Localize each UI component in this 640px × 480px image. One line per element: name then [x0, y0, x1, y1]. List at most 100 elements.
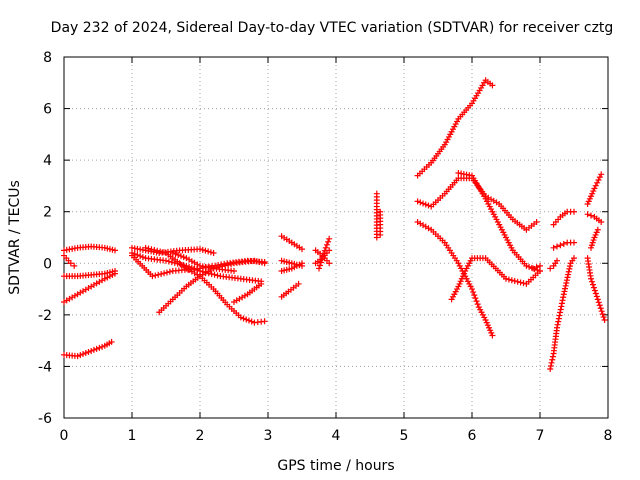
x-tick-label: 7 [536, 428, 545, 444]
data-point [93, 345, 100, 352]
data-point [74, 353, 81, 360]
data-point [321, 247, 328, 254]
data-point [177, 253, 184, 260]
data-point [90, 346, 97, 353]
data-point [420, 200, 427, 207]
data-point [67, 260, 74, 267]
y-tick-label: -4 [38, 359, 52, 375]
data-point [560, 240, 567, 247]
data-point [197, 246, 203, 253]
data-point [112, 247, 118, 254]
data-point [245, 317, 252, 324]
data-point [565, 271, 572, 278]
data-point [148, 246, 155, 253]
y-tick-label: 2 [43, 205, 52, 221]
y-tick-label: -2 [38, 308, 52, 324]
data-point [139, 254, 146, 261]
data-point [562, 285, 569, 292]
data-track [373, 190, 380, 241]
data-point [557, 242, 564, 249]
data-point [550, 244, 557, 251]
data-point [295, 280, 302, 287]
data-point [505, 276, 512, 283]
data-point [571, 208, 577, 215]
x-tick-label: 8 [604, 428, 613, 444]
data-point [562, 282, 569, 289]
data-point [563, 277, 570, 284]
data-point [99, 343, 106, 350]
data-point [151, 247, 158, 254]
data-point [547, 265, 554, 272]
data-point [571, 255, 577, 262]
data-point [326, 260, 333, 267]
data-point [177, 261, 184, 268]
data-point [557, 306, 564, 313]
data-point [88, 347, 95, 354]
data-point [584, 211, 591, 218]
data-point [560, 291, 567, 298]
data-point [557, 309, 564, 316]
data-point [588, 275, 594, 282]
data-point [77, 352, 84, 359]
data-point [108, 338, 115, 345]
data-point [155, 271, 162, 278]
data-point [592, 182, 599, 189]
data-point [85, 348, 92, 355]
data-point [240, 315, 247, 322]
data-point [548, 359, 555, 366]
data-point [71, 262, 78, 269]
data-track [584, 171, 605, 207]
data-point [555, 318, 562, 325]
data-track [61, 243, 118, 254]
data-point [589, 281, 596, 288]
data-point [554, 257, 560, 264]
data-point [208, 270, 215, 277]
data-track [448, 255, 543, 303]
data-track [316, 235, 333, 272]
data-point [554, 324, 560, 331]
data-point [414, 198, 421, 205]
data-point [555, 315, 562, 322]
data-track [550, 208, 577, 228]
data-point [172, 251, 179, 258]
data-point [166, 268, 173, 275]
data-track [530, 262, 543, 272]
data-point [554, 321, 561, 328]
data-point [530, 265, 537, 272]
data-point [526, 263, 533, 270]
data-point [533, 219, 540, 226]
data-point [563, 279, 570, 286]
data-point [517, 279, 524, 286]
data-point [160, 249, 167, 256]
data-point [82, 350, 89, 357]
data-point [549, 353, 556, 360]
data-point [180, 254, 187, 261]
data-point [169, 249, 176, 256]
data-point [594, 296, 601, 303]
data-point [566, 263, 573, 270]
data-points [61, 77, 608, 373]
data-point [261, 260, 268, 267]
grid [64, 57, 608, 418]
data-point [145, 245, 152, 252]
data-point [473, 298, 480, 305]
data-track [278, 280, 302, 300]
data-point [600, 314, 607, 321]
data-track [550, 239, 577, 251]
data-point [595, 299, 602, 306]
data-point [112, 270, 118, 277]
data-point [565, 268, 572, 275]
x-tick-label: 5 [400, 428, 409, 444]
x-axis-label: GPS time / hours [277, 458, 394, 474]
data-point [154, 247, 161, 254]
data-track [156, 257, 268, 316]
data-point [564, 274, 571, 281]
data-point [225, 261, 232, 268]
y-tick-label: -6 [38, 411, 52, 427]
data-point [202, 247, 209, 254]
data-point [534, 266, 541, 273]
data-point [319, 253, 326, 260]
data-point [320, 250, 327, 257]
axis-ticks: 0 1 2 3 4 5 6 7 8 -6 -4 -2 0 2 4 6 8 [38, 50, 612, 444]
